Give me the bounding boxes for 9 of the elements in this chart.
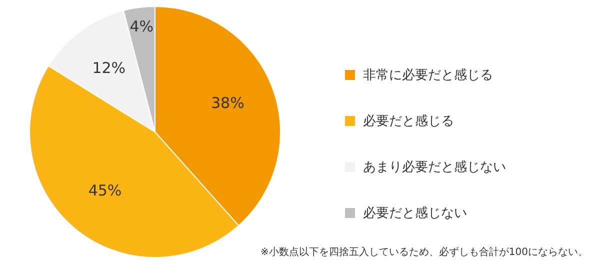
data-label: 38% — [211, 94, 244, 112]
legend-label: あまり必要だと感じない — [363, 159, 506, 176]
legend-label: 必要だと感じない — [363, 205, 467, 222]
data-label: 45% — [88, 181, 122, 200]
data-label: 12% — [92, 59, 126, 78]
legend-label: 非常に必要だと感じる — [363, 67, 493, 84]
legend-label: 必要だと感じる — [363, 113, 454, 130]
text: ※小数点以下を四捨五入しているため、必ずしも合計が100にならない。 — [260, 246, 588, 259]
data-label: 4% — [130, 17, 154, 36]
